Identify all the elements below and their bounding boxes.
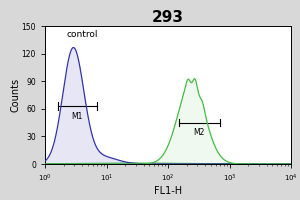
Text: control: control	[66, 30, 98, 39]
X-axis label: FL1-H: FL1-H	[154, 186, 182, 196]
Title: 293: 293	[152, 10, 184, 25]
Text: M2: M2	[194, 128, 205, 137]
Y-axis label: Counts: Counts	[10, 78, 20, 112]
Text: M1: M1	[72, 112, 83, 121]
